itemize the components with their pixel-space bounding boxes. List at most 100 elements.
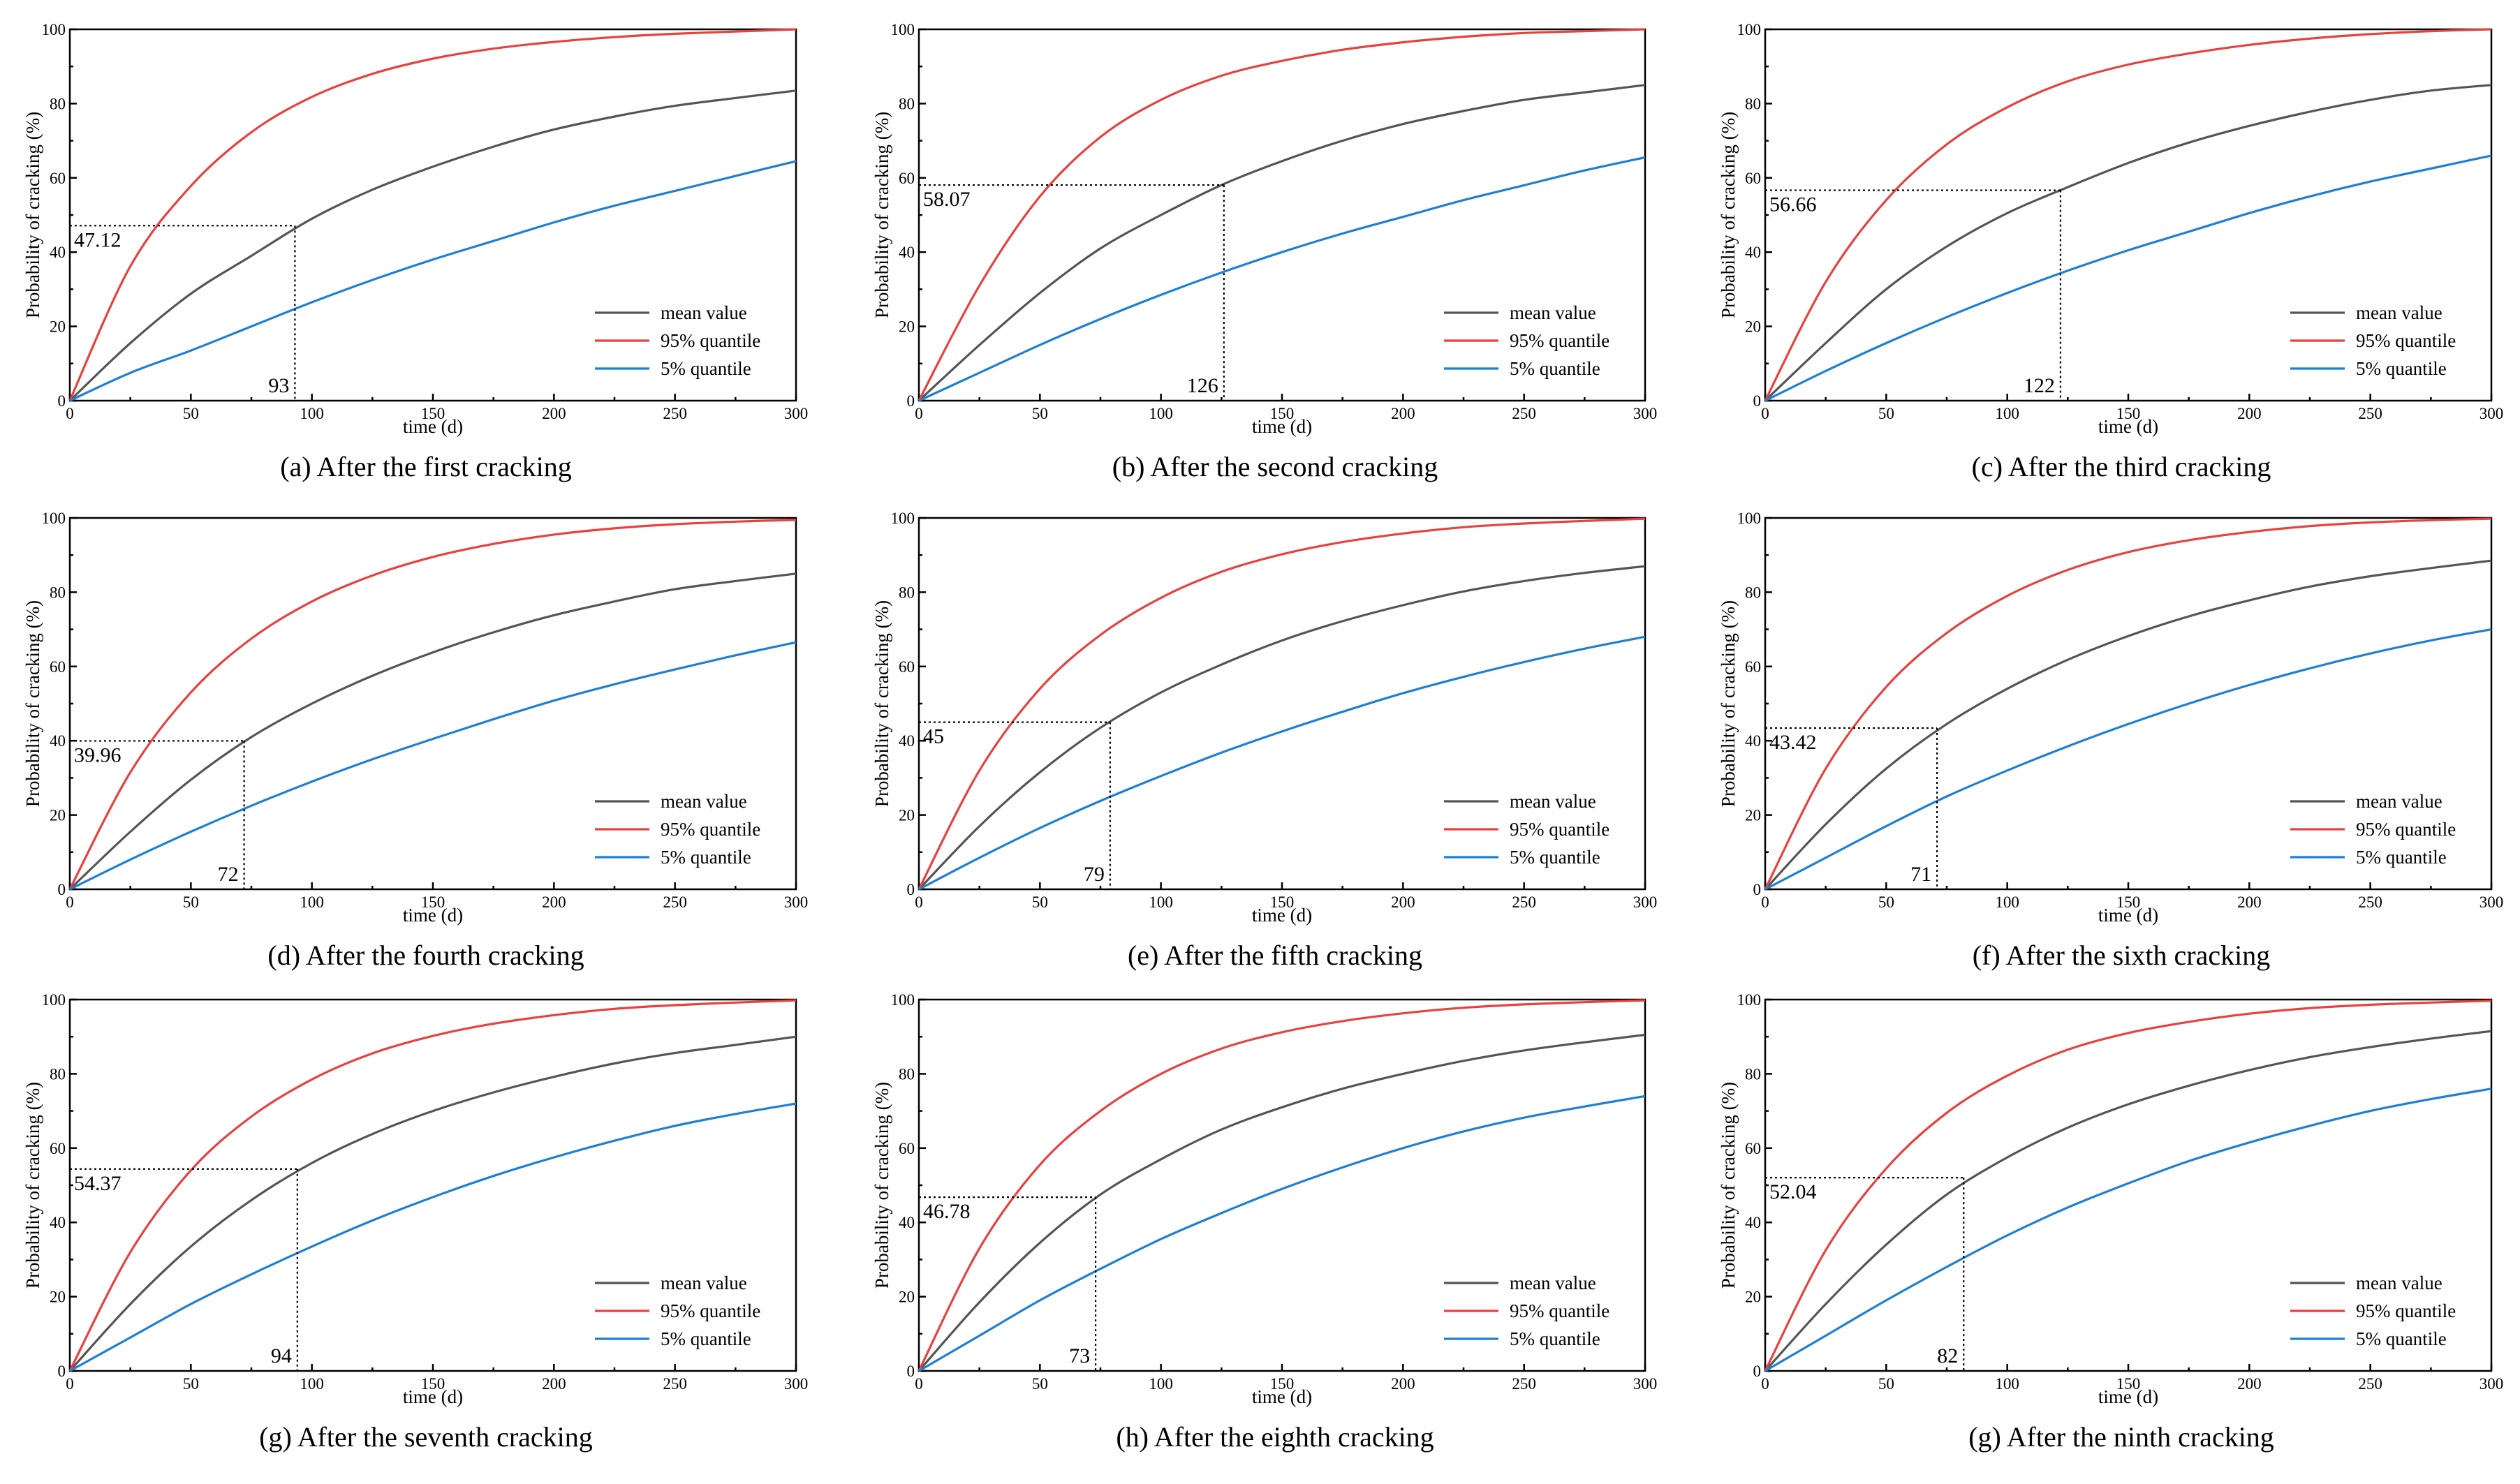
legend-label-q05: 5% quantile (661, 358, 751, 379)
y-tick-label: 0 (1753, 881, 1762, 898)
x-tick-label: 250 (663, 405, 687, 422)
x-axis-title: time (d) (2098, 1386, 2158, 1407)
panel-caption: (g) After the seventh cracking (259, 1421, 593, 1453)
series-line-q05 (69, 160, 797, 402)
y-tick-label: 80 (899, 584, 915, 601)
y-tick-label: 60 (1745, 1140, 1761, 1157)
series-line-mean (918, 1033, 1646, 1372)
y-tick-label: 60 (1745, 658, 1761, 676)
panel-caption: (a) After the first cracking (280, 451, 572, 482)
y-tick-label: 40 (1745, 732, 1761, 750)
x-tick-label: 0 (1761, 405, 1769, 422)
chart-panel-1: 0 50 100 150 200 250 300 0 20 40 60 80 100 time (d) Pr… (22, 21, 808, 482)
y-tick-label: 0 (907, 881, 915, 898)
x-tick-label: 200 (1391, 405, 1415, 422)
x-tick-label: 150 (421, 893, 445, 911)
x-tick-label: 100 (1995, 893, 2019, 911)
y-axis-title: Probability of cracking (%) (1718, 1082, 1739, 1289)
series-line-mean (68, 572, 797, 891)
x-tick-label: 300 (1633, 893, 1658, 911)
x-tick-label: 300 (784, 405, 809, 422)
y-tick-label: 20 (50, 807, 66, 824)
y-tick-label: 20 (1745, 1289, 1761, 1306)
annotation-y-label: 54.37 (74, 1172, 121, 1195)
x-tick-label: 0 (66, 405, 74, 422)
x-tick-label: 200 (2237, 893, 2262, 911)
legend: mean value 95% quantile 5% quantile (1444, 302, 1609, 379)
y-tick-label: 20 (1745, 318, 1761, 336)
x-tick-label: 200 (542, 405, 566, 422)
x-tick-label: 200 (542, 893, 566, 911)
x-tick-label: 0 (915, 893, 923, 911)
x-tick-label: 150 (2116, 1375, 2141, 1393)
y-axis-title: Probability of cracking (%) (871, 1082, 892, 1289)
x-axis-title: time (d) (2098, 416, 2158, 437)
legend-label-q95: 95% quantile (661, 330, 760, 351)
chart-panel-4: 0 50 100 150 200 250 300 0 20 40 60 80 100 time (d) Pr… (22, 510, 808, 971)
x-axis-title: time (d) (403, 1386, 463, 1407)
x-tick-label: 300 (2480, 405, 2504, 422)
panel-caption: (d) After the fourth cracking (267, 940, 584, 971)
annotation-y-label: 46.78 (923, 1200, 971, 1223)
x-axis-title: time (d) (1252, 905, 1312, 926)
annotation-y-label: 39.96 (74, 743, 121, 766)
annotation-y-label: 52.04 (1769, 1180, 1817, 1203)
panel-caption: (e) After the fifth cracking (1128, 940, 1422, 971)
series-line-q95 (68, 28, 797, 401)
y-tick-label: 80 (1745, 95, 1761, 112)
legend-label-mean: mean value (1510, 1272, 1596, 1293)
y-tick-label: 20 (899, 1289, 915, 1306)
series-line-mean (68, 1035, 797, 1372)
chart-panel-2: 0 50 100 150 200 250 300 0 20 40 60 80 100 time (d) Pr… (871, 21, 1657, 482)
x-tick-label: 200 (2237, 1375, 2262, 1393)
y-tick-label: 0 (907, 1363, 915, 1380)
y-tick-label: 20 (1745, 807, 1761, 824)
x-tick-label: 200 (2237, 405, 2262, 422)
x-tick-label: 50 (1878, 1375, 1894, 1393)
x-tick-label: 100 (300, 1375, 324, 1393)
x-tick-label: 50 (183, 405, 199, 422)
y-axis-title: Probability of cracking (%) (1718, 600, 1739, 807)
legend-label-mean: mean value (2356, 1272, 2442, 1293)
y-tick-label: 40 (50, 244, 66, 261)
x-tick-label: 50 (1032, 893, 1048, 911)
x-tick-label: 150 (1270, 1375, 1295, 1393)
x-axis-title: time (d) (1252, 416, 1312, 437)
series-line-mean (1764, 1030, 2492, 1372)
annotation-y-label: 58.07 (923, 188, 971, 211)
y-axis-title: Probability of cracking (%) (22, 112, 43, 318)
x-tick-label: 300 (1633, 1375, 1658, 1393)
legend: mean value 95% quantile 5% quantile (2290, 302, 2456, 379)
x-tick-label: 250 (663, 1375, 687, 1393)
x-tick-label: 0 (1761, 1375, 1769, 1393)
y-tick-label: 60 (899, 170, 915, 187)
annotation-x-label: 73 (1069, 1344, 1090, 1367)
series-line-mean (1764, 84, 2492, 402)
legend-label-q05: 5% quantile (1510, 358, 1600, 379)
series-line-q95 (68, 999, 797, 1372)
x-tick-label: 300 (1633, 405, 1658, 422)
x-tick-label: 50 (1032, 405, 1048, 422)
x-tick-label: 200 (1391, 1375, 1415, 1393)
y-tick-label: 0 (907, 392, 915, 410)
chart-panel-6: 0 50 100 150 200 250 300 0 20 40 60 80 100 time (d) Pr… (1718, 510, 2503, 971)
x-tick-label: 300 (784, 893, 809, 911)
series-line-mean (918, 565, 1646, 891)
legend-label-q95: 95% quantile (661, 819, 760, 840)
x-tick-label: 100 (1995, 405, 2019, 422)
x-tick-label: 100 (1995, 1375, 2019, 1393)
x-tick-label: 150 (2116, 405, 2141, 422)
series-line-q05 (918, 156, 1646, 402)
series-line-mean (68, 89, 797, 402)
y-tick-label: 80 (899, 1065, 915, 1083)
legend: mean value 95% quantile 5% quantile (595, 791, 760, 868)
series-line-q05 (1764, 628, 2492, 891)
x-tick-label: 200 (542, 1375, 566, 1393)
y-tick-label: 60 (50, 658, 66, 676)
x-tick-label: 250 (1512, 893, 1536, 911)
legend-label-mean: mean value (661, 1272, 747, 1293)
series-line-q95 (1764, 517, 2492, 890)
y-tick-label: 100 (891, 21, 915, 38)
x-tick-label: 0 (915, 1375, 923, 1393)
